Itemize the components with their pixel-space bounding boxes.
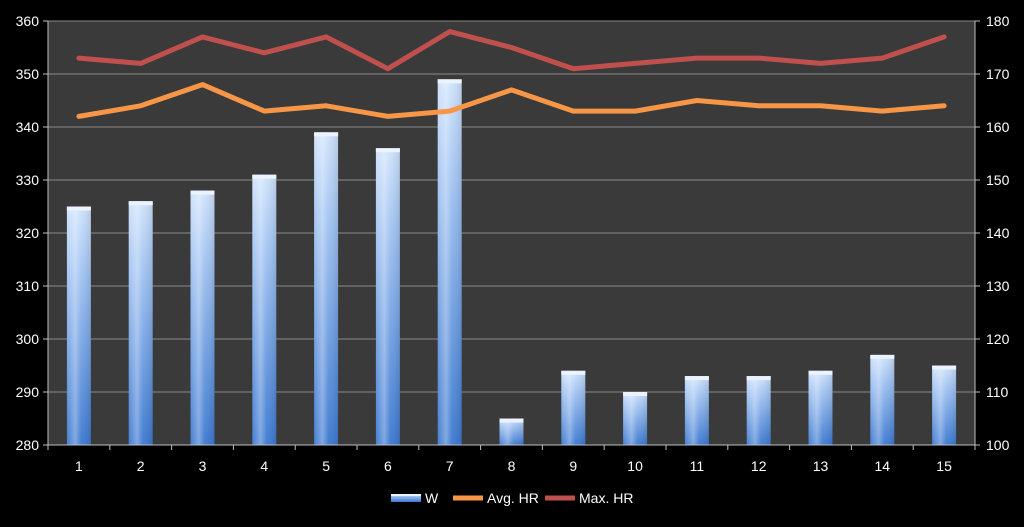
bar-shine (66, 206, 91, 445)
bar-cap (252, 174, 277, 179)
legend-label: W (425, 490, 439, 506)
bar (561, 370, 586, 445)
legend-label: Max. HR (579, 490, 633, 506)
x-tick-label: 5 (322, 458, 330, 474)
bar (252, 174, 277, 445)
bar-shine (314, 132, 339, 446)
bar-cap (623, 392, 648, 396)
legend-item: Avg. HR (453, 490, 539, 506)
bar-cap (684, 376, 709, 381)
bar (932, 365, 957, 445)
x-tick-label: 14 (875, 458, 891, 474)
bar-shine (190, 190, 215, 445)
bar (808, 370, 833, 445)
axes: 2802903003103203303403503601001101201301… (16, 13, 1010, 474)
legend-item: W (391, 490, 439, 506)
bar-cap (499, 418, 524, 423)
y-left-tick-label: 310 (16, 278, 40, 294)
x-tick-label: 9 (569, 458, 577, 474)
line-max-hr (76, 29, 947, 72)
bar-shine (252, 174, 277, 445)
y-left-tick-label: 360 (16, 13, 40, 29)
bar (437, 79, 462, 446)
y-right-tick-label: 180 (986, 13, 1010, 29)
bar-cap (808, 370, 833, 375)
bar-cap (66, 206, 91, 211)
y-left-tick-label: 290 (16, 384, 40, 400)
bar-cap (437, 79, 462, 84)
x-tick-label: 3 (199, 458, 207, 474)
bar (190, 190, 215, 445)
bar-cap (375, 148, 400, 153)
bar-cap (870, 354, 895, 359)
y-right-tick-label: 140 (986, 225, 1010, 241)
bar-shine (623, 392, 648, 445)
bar-cap (314, 132, 339, 137)
legend-swatch-bar (391, 494, 421, 502)
bar-shine (808, 370, 833, 445)
y-left-tick-label: 300 (16, 331, 40, 347)
bar (66, 206, 91, 445)
y-left-tick-label: 340 (16, 119, 40, 135)
y-right-tick-label: 160 (986, 119, 1010, 135)
bar-shine (561, 370, 586, 445)
bar-shine (437, 79, 462, 446)
bar-cap (128, 201, 153, 206)
bar-cap (932, 365, 957, 370)
x-tick-label: 12 (751, 458, 767, 474)
bar-shine (746, 376, 771, 445)
bar (746, 376, 771, 445)
bar (375, 148, 400, 445)
y-right-tick-label: 120 (986, 331, 1010, 347)
bar-shine (684, 376, 709, 445)
x-tick-label: 11 (690, 458, 705, 474)
x-tick-label: 6 (384, 458, 392, 474)
y-left-tick-label: 320 (16, 225, 40, 241)
legend: W Avg. HR Max. HR (391, 490, 633, 506)
x-tick-label: 8 (508, 458, 516, 474)
y-right-tick-label: 100 (986, 437, 1010, 453)
bar-cap (746, 376, 771, 381)
x-tick-label: 13 (813, 458, 829, 474)
line-series (76, 29, 947, 119)
bar (128, 201, 153, 445)
bar-shine (932, 365, 957, 445)
bar-cap (190, 190, 215, 195)
y-right-tick-label: 130 (986, 278, 1010, 294)
legend-label: Avg. HR (487, 490, 539, 506)
bar-shine (128, 201, 153, 445)
x-tick-label: 4 (260, 458, 268, 474)
y-right-tick-label: 150 (986, 172, 1010, 188)
bar-shine (375, 148, 400, 445)
line-avg-hr (76, 82, 947, 119)
bar (623, 392, 648, 445)
bar-series-w (66, 79, 957, 446)
y-left-tick-label: 280 (16, 437, 40, 453)
x-tick-label: 7 (446, 458, 454, 474)
x-tick-label: 15 (936, 458, 952, 474)
bar-cap (561, 370, 586, 375)
bar (870, 354, 895, 445)
x-tick-label: 1 (75, 458, 83, 474)
bar-shine (870, 354, 895, 445)
bar-shine (499, 418, 524, 445)
bar (499, 418, 524, 445)
y-right-tick-label: 170 (986, 66, 1010, 82)
y-right-tick-label: 110 (986, 384, 1009, 400)
legend-item: Max. HR (545, 490, 633, 506)
bar (684, 376, 709, 445)
y-left-tick-label: 330 (16, 172, 40, 188)
y-left-tick-label: 350 (16, 66, 40, 82)
bar (314, 132, 339, 446)
x-tick-label: 10 (627, 458, 643, 474)
legend-swatch-cap (391, 494, 421, 496)
x-tick-label: 2 (137, 458, 145, 474)
